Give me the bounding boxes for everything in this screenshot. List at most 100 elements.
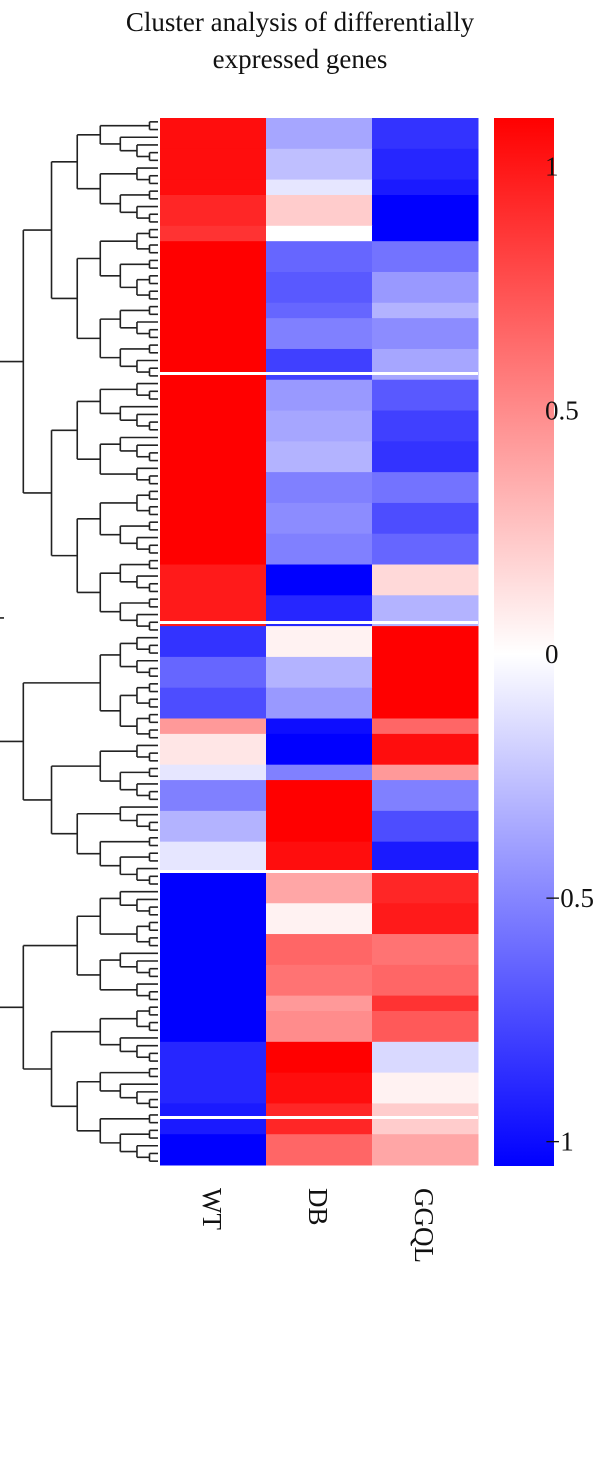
heatmap-cell <box>160 148 267 181</box>
heatmap-cell <box>160 687 267 719</box>
heatmap-cell <box>372 656 479 689</box>
colorbar-tick-label: −0.5 <box>545 883 594 913</box>
heatmap-cell <box>372 564 479 596</box>
chart-title: Cluster analysis of differentially expre… <box>0 4 600 78</box>
heatmap-cell <box>266 656 373 689</box>
heatmap-cell <box>160 872 267 904</box>
colorbar-tick-label: −1 <box>545 1127 574 1157</box>
heatmap-cell <box>266 1041 373 1074</box>
heatmap-cell <box>266 348 373 381</box>
heatmap-cell <box>266 271 373 304</box>
heatmap-cell <box>372 194 479 227</box>
heatmap-cell <box>266 302 373 319</box>
heatmap-cell <box>160 241 267 273</box>
heatmap-cell <box>160 271 267 304</box>
heatmap-cells <box>160 118 479 1166</box>
heatmap-gap <box>160 870 478 873</box>
heatmap-cell <box>160 1072 267 1104</box>
heatmap-cell <box>372 1041 479 1074</box>
heatmap-cell <box>372 410 479 442</box>
heatmap-cell <box>266 872 373 904</box>
heatmap-cell <box>372 718 479 735</box>
heatmap-cell <box>266 964 373 997</box>
heatmap-cell <box>160 995 267 1012</box>
heatmap-cell <box>266 118 373 150</box>
heatmap-cell <box>372 118 479 150</box>
column-label: WT <box>197 1188 227 1230</box>
heatmap-cell <box>266 472 373 504</box>
heatmap-cell <box>160 564 267 596</box>
heatmap-cell <box>160 179 267 196</box>
heatmap-cell <box>160 118 267 150</box>
heatmap-cell <box>372 348 479 381</box>
heatmap-cell <box>372 441 479 473</box>
heatmap-cell <box>372 271 479 304</box>
heatmap-cell <box>372 241 479 273</box>
heatmap-cell <box>372 533 479 566</box>
heatmap-cell <box>160 626 267 658</box>
heatmap-cell <box>372 780 479 812</box>
heatmap-cell <box>372 1072 479 1104</box>
heatmap-cell <box>372 934 479 966</box>
heatmap-cell <box>372 626 479 658</box>
heatmap-cell <box>372 1134 479 1166</box>
heatmap-cell <box>266 179 373 196</box>
heatmap-cell <box>372 810 479 843</box>
heatmap-cell <box>160 1011 267 1043</box>
colorbar-tick-label: 0 <box>545 639 559 669</box>
heatmap-cell <box>266 626 373 658</box>
heatmap-cell <box>372 179 479 196</box>
heatmap-cell <box>266 410 373 442</box>
heatmap-cell <box>266 225 373 242</box>
heatmap-cell <box>266 1011 373 1043</box>
heatmap-gap <box>160 1116 478 1119</box>
heatmap-cell <box>266 241 373 273</box>
heatmap-cell <box>372 964 479 997</box>
chart-title-line-1: Cluster analysis of differentially <box>125 7 475 37</box>
heatmap-cell <box>266 810 373 843</box>
heatmap-cell <box>160 764 267 781</box>
heatmap-cell <box>160 810 267 843</box>
heatmap-cell <box>372 764 479 781</box>
heatmap-cell <box>160 1134 267 1166</box>
heatmap-cell <box>372 1011 479 1043</box>
heatmap-cell <box>160 225 267 242</box>
heatmap-cell <box>372 995 479 1012</box>
heatmap-cell <box>266 318 373 350</box>
heatmap-cell <box>372 872 479 904</box>
heatmap-cell <box>266 718 373 735</box>
heatmap-cell <box>372 841 479 873</box>
heatmap-cell <box>160 780 267 812</box>
heatmap-cell <box>372 318 479 350</box>
heatmap-cell <box>266 379 373 412</box>
heatmap-cell <box>372 687 479 719</box>
heatmap-cell <box>372 379 479 412</box>
heatmap-cell <box>266 764 373 781</box>
heatmap-cell <box>160 379 267 412</box>
heatmap-cell <box>372 472 479 504</box>
column-label: DB <box>303 1188 333 1226</box>
heatmap-cell <box>160 348 267 381</box>
heatmap-cell <box>160 194 267 227</box>
heatmap-cell <box>266 441 373 473</box>
heatmap-gap <box>160 621 478 624</box>
heatmap-cell <box>266 502 373 535</box>
heatmap-cell <box>266 1103 373 1135</box>
heatmap-cell <box>266 733 373 766</box>
chart-title-line-2: expressed genes <box>212 44 388 74</box>
heatmap-cell <box>266 934 373 966</box>
column-labels: WT DB GGQL <box>197 1188 439 1263</box>
colorbar: 1 0.5 0 −0.5 −1 <box>494 118 594 1166</box>
heatmap-cell <box>160 441 267 473</box>
heatmap-cell <box>266 148 373 181</box>
heatmap-cell <box>160 964 267 997</box>
column-label: GGQL <box>409 1188 439 1263</box>
heatmap-cell <box>266 995 373 1012</box>
heatmap-cell <box>266 687 373 719</box>
heatmap-cell <box>160 903 267 935</box>
heatmap-cell <box>372 225 479 242</box>
heatmap-cell <box>160 302 267 319</box>
heatmap-cell <box>266 841 373 873</box>
heatmap-cell <box>160 841 267 873</box>
